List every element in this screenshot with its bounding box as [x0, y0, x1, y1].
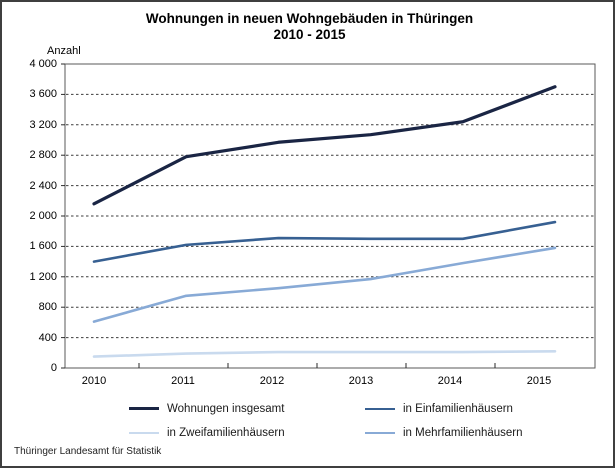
- y-tick-label: 2 400: [29, 179, 57, 192]
- legend-item: in Einfamilienhäusern: [365, 400, 523, 417]
- chart-title-block: Wohnungen in neuen Wohngebäuden in Thüri…: [2, 11, 613, 43]
- series-line-2: [92, 220, 557, 263]
- y-tick-label: 800: [38, 301, 57, 314]
- legend-item: in Mehrfamilienhäusern: [365, 424, 523, 441]
- y-axis-title: Anzahl: [47, 45, 81, 57]
- x-tick-label: 2011: [171, 375, 195, 387]
- legend-label: Wohnungen insgesamt: [167, 402, 285, 415]
- legend-item: Wohnungen insgesamt: [129, 400, 365, 417]
- legend-line-swatch: [365, 407, 395, 410]
- chart-subtitle: 2010 - 2015: [273, 27, 346, 42]
- plot-border: [64, 63, 596, 369]
- y-tick-label: 3 600: [29, 88, 57, 101]
- legend-line-swatch: [129, 431, 159, 434]
- y-tick-label: 1 600: [29, 240, 57, 253]
- source-attribution: Thüringer Landesamt für Statistik: [14, 446, 162, 457]
- y-tick-label: 0: [50, 362, 57, 374]
- chart-title: Wohnungen in neuen Wohngebäuden in Thüri…: [145, 11, 474, 26]
- x-tick-label: 2014: [437, 375, 463, 387]
- series-line-4: [92, 246, 557, 323]
- y-tick-label: 2 000: [29, 210, 57, 222]
- x-tick-label: 2012: [259, 375, 285, 387]
- legend-label: in Einfamilienhäusern: [403, 402, 513, 415]
- series-line-3: [92, 349, 557, 358]
- legend-label: in Zweifamilienhäusern: [167, 426, 285, 439]
- y-tick-label: 4 000: [29, 58, 57, 70]
- x-tick-label: 2015: [526, 375, 552, 387]
- legend-line-swatch: [365, 431, 395, 434]
- y-tick-label: 400: [38, 331, 57, 344]
- legend-label: in Mehrfamilienhäusern: [403, 426, 523, 439]
- series-line-1: [92, 85, 557, 206]
- x-tick-label: 2013: [348, 375, 374, 387]
- chart-legend: Wohnungen insgesamt in Einfamilienhäusern…: [129, 400, 523, 441]
- y-tick-label: 1 200: [29, 270, 57, 283]
- legend-line-swatch: [129, 407, 159, 410]
- legend-item: in Zweifamilienhäusern: [129, 424, 365, 441]
- y-tick-label: 2 800: [29, 149, 57, 162]
- y-tick-label: 3 200: [29, 118, 57, 131]
- x-tick-label: 2010: [81, 375, 107, 387]
